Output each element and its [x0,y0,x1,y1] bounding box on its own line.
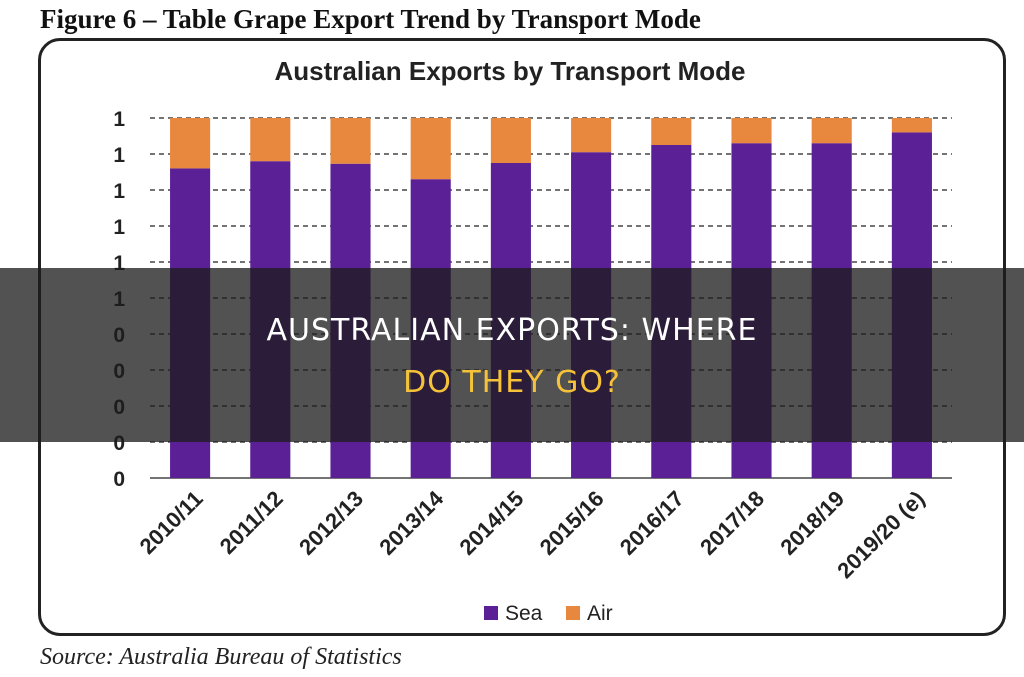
legend-label-air: Air [587,602,613,625]
y-tick-label: 1 [113,144,125,167]
bar-air [891,118,932,133]
bar-air [731,118,772,144]
overlay-band [0,268,1024,442]
bar-air [651,118,692,145]
y-tick-label: 0 [113,468,125,491]
bar-air [410,118,451,180]
y-tick-label: 1 [113,108,125,131]
x-tick-label: 2013/14 [374,485,448,559]
x-tick-labels: 2010/11 2011/12 2012/13 2013/14 2014/15 2015/… [135,485,930,583]
figure-caption: Figure 6 – Table Grape Export Trend by T… [40,4,701,34]
chart-title: Australian Exports by Transport Mode [275,56,746,86]
bar-air [571,118,612,153]
y-tick-label: 1 [113,180,125,203]
x-tick-label: 2018/19 [775,486,849,560]
bar-air [170,118,211,169]
overlay-title-line2: DO THEY GO? [403,365,621,400]
legend-swatch-air [566,606,580,620]
x-tick-label: 2017/18 [695,486,769,560]
x-tick-label: 2016/17 [615,486,689,560]
x-tick-label: 2014/15 [455,486,529,560]
bar-air [811,118,852,144]
source-note: Source: Australia Bureau of Statistics [40,644,402,670]
bar-air [330,118,371,164]
overlay-title-line1: AUSTRALIAN EXPORTS: WHERE [266,313,758,348]
x-tick-label: 2011/12 [215,486,288,559]
y-tick-label: 1 [113,216,125,239]
legend: Sea Air [484,602,613,625]
x-tick-label: 2012/13 [294,486,368,560]
bar-air [490,118,531,163]
x-tick-label: 2019/20 (e) [832,486,929,583]
bar-air [250,118,291,162]
legend-swatch-sea [484,606,498,620]
x-tick-label: 2015/16 [535,486,609,560]
y-tick-label: 0 [113,432,125,455]
legend-label-sea: Sea [505,602,543,625]
x-tick-label: 2010/11 [135,486,208,559]
